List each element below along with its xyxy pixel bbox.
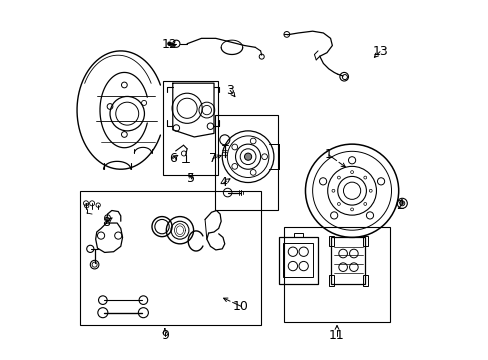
Bar bbox=[278, 237, 317, 284]
Text: 2: 2 bbox=[396, 199, 404, 212]
Text: 5: 5 bbox=[187, 172, 195, 185]
Text: 9: 9 bbox=[161, 329, 168, 342]
Bar bbox=[328, 275, 333, 286]
Bar bbox=[283, 243, 313, 277]
Bar bbox=[362, 275, 367, 286]
Text: 12: 12 bbox=[161, 38, 177, 51]
Bar bbox=[163, 81, 218, 175]
Text: 6: 6 bbox=[168, 152, 176, 165]
Bar bbox=[328, 235, 333, 246]
Bar bbox=[330, 237, 365, 284]
Circle shape bbox=[244, 153, 251, 160]
Text: 11: 11 bbox=[328, 329, 344, 342]
Text: 1: 1 bbox=[324, 148, 332, 161]
Bar bbox=[80, 191, 260, 325]
Circle shape bbox=[167, 42, 171, 45]
Bar bbox=[215, 116, 277, 211]
Text: 8: 8 bbox=[102, 216, 110, 229]
Bar bbox=[362, 235, 367, 246]
Bar bbox=[293, 233, 302, 237]
Text: 10: 10 bbox=[232, 300, 248, 313]
Text: 7: 7 bbox=[208, 152, 217, 165]
Text: 3: 3 bbox=[226, 84, 234, 97]
Bar bbox=[284, 226, 389, 321]
Circle shape bbox=[399, 201, 404, 206]
Text: 13: 13 bbox=[371, 45, 387, 58]
Text: 4: 4 bbox=[219, 176, 227, 189]
